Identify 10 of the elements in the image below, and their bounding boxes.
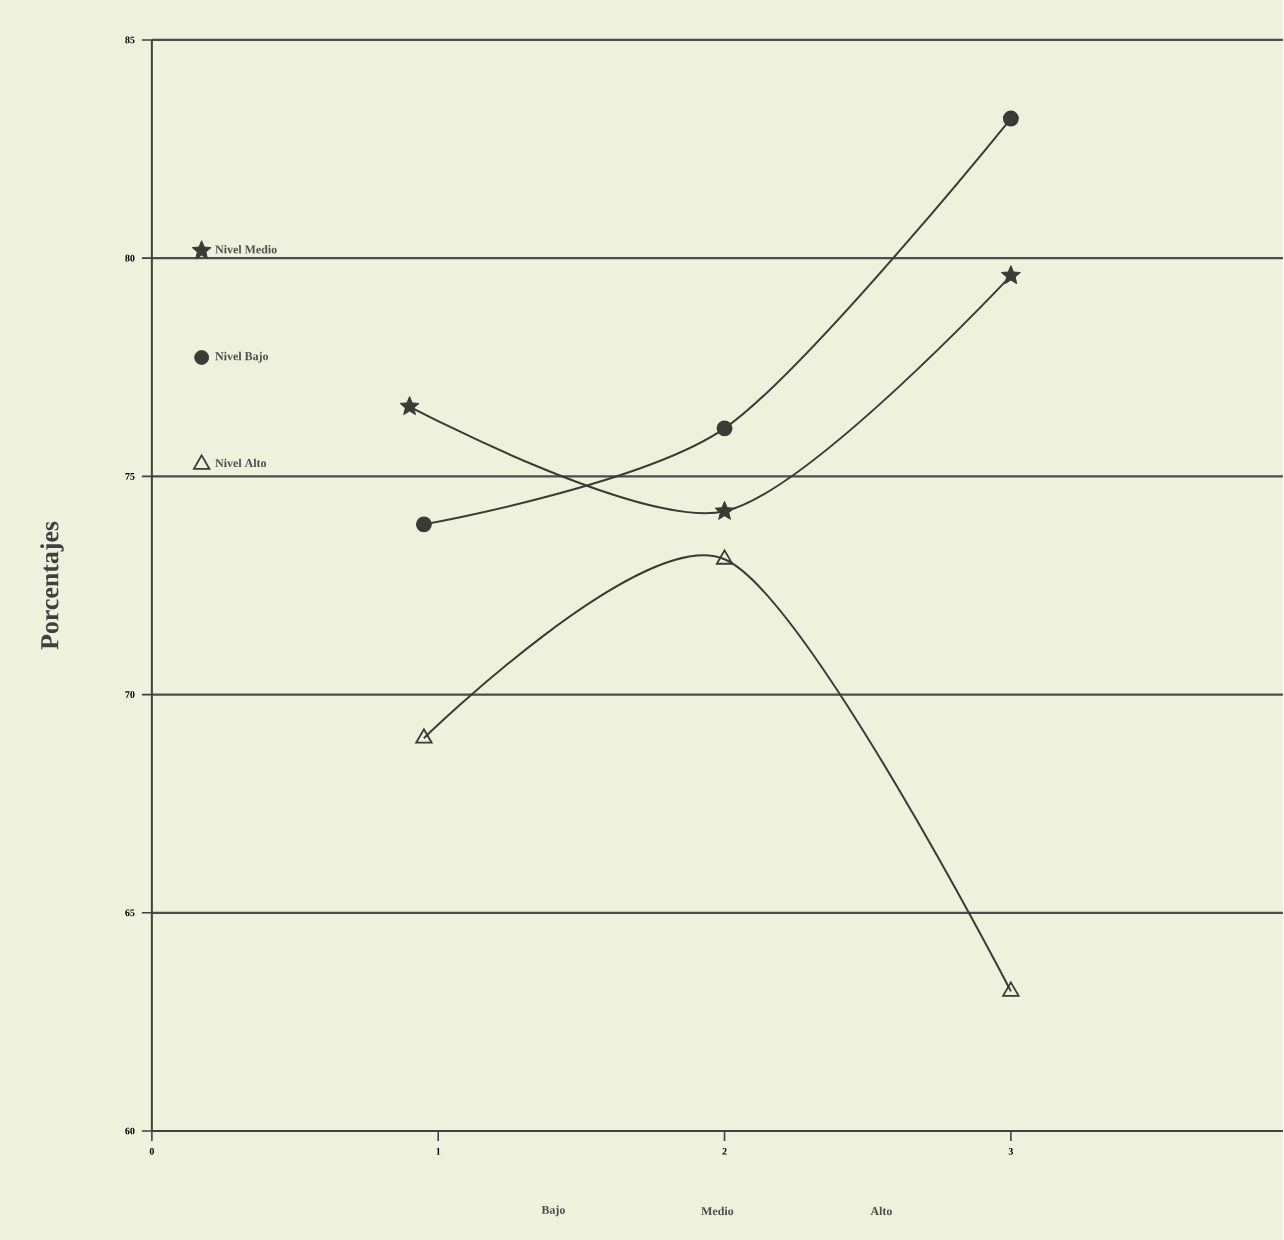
point — [415, 515, 432, 532]
point — [1002, 981, 1020, 997]
point — [716, 419, 733, 436]
point — [715, 549, 734, 565]
point — [399, 395, 420, 415]
y-axis-title: Porcentajes — [40, 521, 64, 650]
point — [1000, 264, 1021, 284]
point — [415, 727, 433, 744]
point — [1002, 110, 1019, 127]
point — [714, 500, 735, 520]
